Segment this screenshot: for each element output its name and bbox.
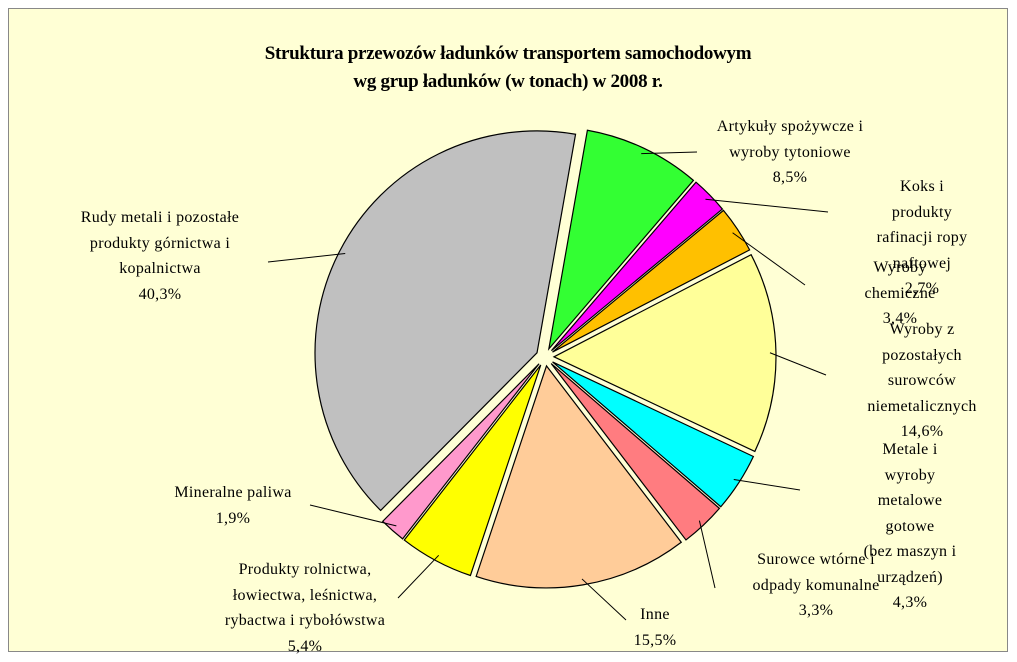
leader-line <box>641 151 698 155</box>
category-label: Koks i produkty rafinacji ropy naftowej <box>876 178 968 272</box>
slice-label: Koks i produkty rafinacji ropy naftowej 2… <box>875 174 970 302</box>
value-label: 2,7% <box>904 280 940 297</box>
leader-line <box>397 554 440 599</box>
slice-label: Artykuły spożywcze i wyroby tytoniowe 8,5… <box>717 114 863 191</box>
category-label: Surowce wtórne i odpady komunalne <box>752 551 880 594</box>
slice-label: Produkty rolnictwa, łowiectwa, leśnictwa… <box>225 557 385 659</box>
pie-slice <box>552 253 777 453</box>
pie-slice <box>552 209 751 353</box>
pie-slice <box>381 363 540 540</box>
value-label: 1,9% <box>215 509 251 527</box>
pie-slice <box>550 181 724 352</box>
category-label: Wyroby chemiczne <box>864 259 936 302</box>
value-label: 3,3% <box>798 602 834 619</box>
pie-slice <box>547 129 695 351</box>
pie-slice <box>314 130 577 512</box>
chart-title: Struktura przewozów ładunków transportem… <box>264 43 752 92</box>
category-label: Wyroby z pozostałych surowców niemetalic… <box>867 321 977 415</box>
pie-slice <box>550 363 721 541</box>
slice-label: Rudy metali i pozostałe produkty górnict… <box>81 205 239 307</box>
slice-label: Wyroby chemiczne 3,4% <box>842 255 959 332</box>
slice-label: Metale i wyroby metalowe gotowe (bez mas… <box>857 437 964 616</box>
slice-label: Inne 15,5% <box>634 602 677 653</box>
leader-line <box>733 478 801 491</box>
leader-line <box>267 253 346 263</box>
slice-label: Mineralne paliwa 1,9% <box>174 480 291 531</box>
value-label: 8,5% <box>772 169 808 186</box>
value-label: 14,6% <box>900 423 944 440</box>
category-label: Artykuły spożywcze i wyroby tytoniowe <box>716 118 864 161</box>
value-label: 4,3% <box>892 594 928 611</box>
value-label: 5,4% <box>287 637 323 655</box>
leader-line <box>581 578 627 621</box>
pie-slice <box>552 361 755 508</box>
value-label: 3,4% <box>882 310 918 327</box>
value-label: 15,5% <box>633 631 677 649</box>
slice-label: Wyroby z pozostałych surowców niemetalic… <box>867 317 976 445</box>
leader-line <box>309 504 397 527</box>
leader-line <box>705 198 829 213</box>
category-label: Mineralne paliwa <box>174 484 292 501</box>
pie-slice <box>403 364 542 577</box>
pie-slice <box>475 364 683 589</box>
category-label: Rudy metali i pozostałe produkty górnict… <box>80 209 240 277</box>
slice-label: Surowce wtórne i odpady komunalne 3,3% <box>753 547 880 624</box>
leader-line <box>732 232 806 286</box>
category-label: Inne <box>640 606 670 623</box>
leader-line <box>698 520 716 589</box>
leader-line <box>769 352 827 376</box>
value-label: 40,3% <box>138 285 182 303</box>
category-label: Produkty rolnictwa, łowiectwa, leśnictwa… <box>224 561 386 629</box>
category-label: Metale i wyroby metalowe gotowe (bez mas… <box>863 441 957 586</box>
